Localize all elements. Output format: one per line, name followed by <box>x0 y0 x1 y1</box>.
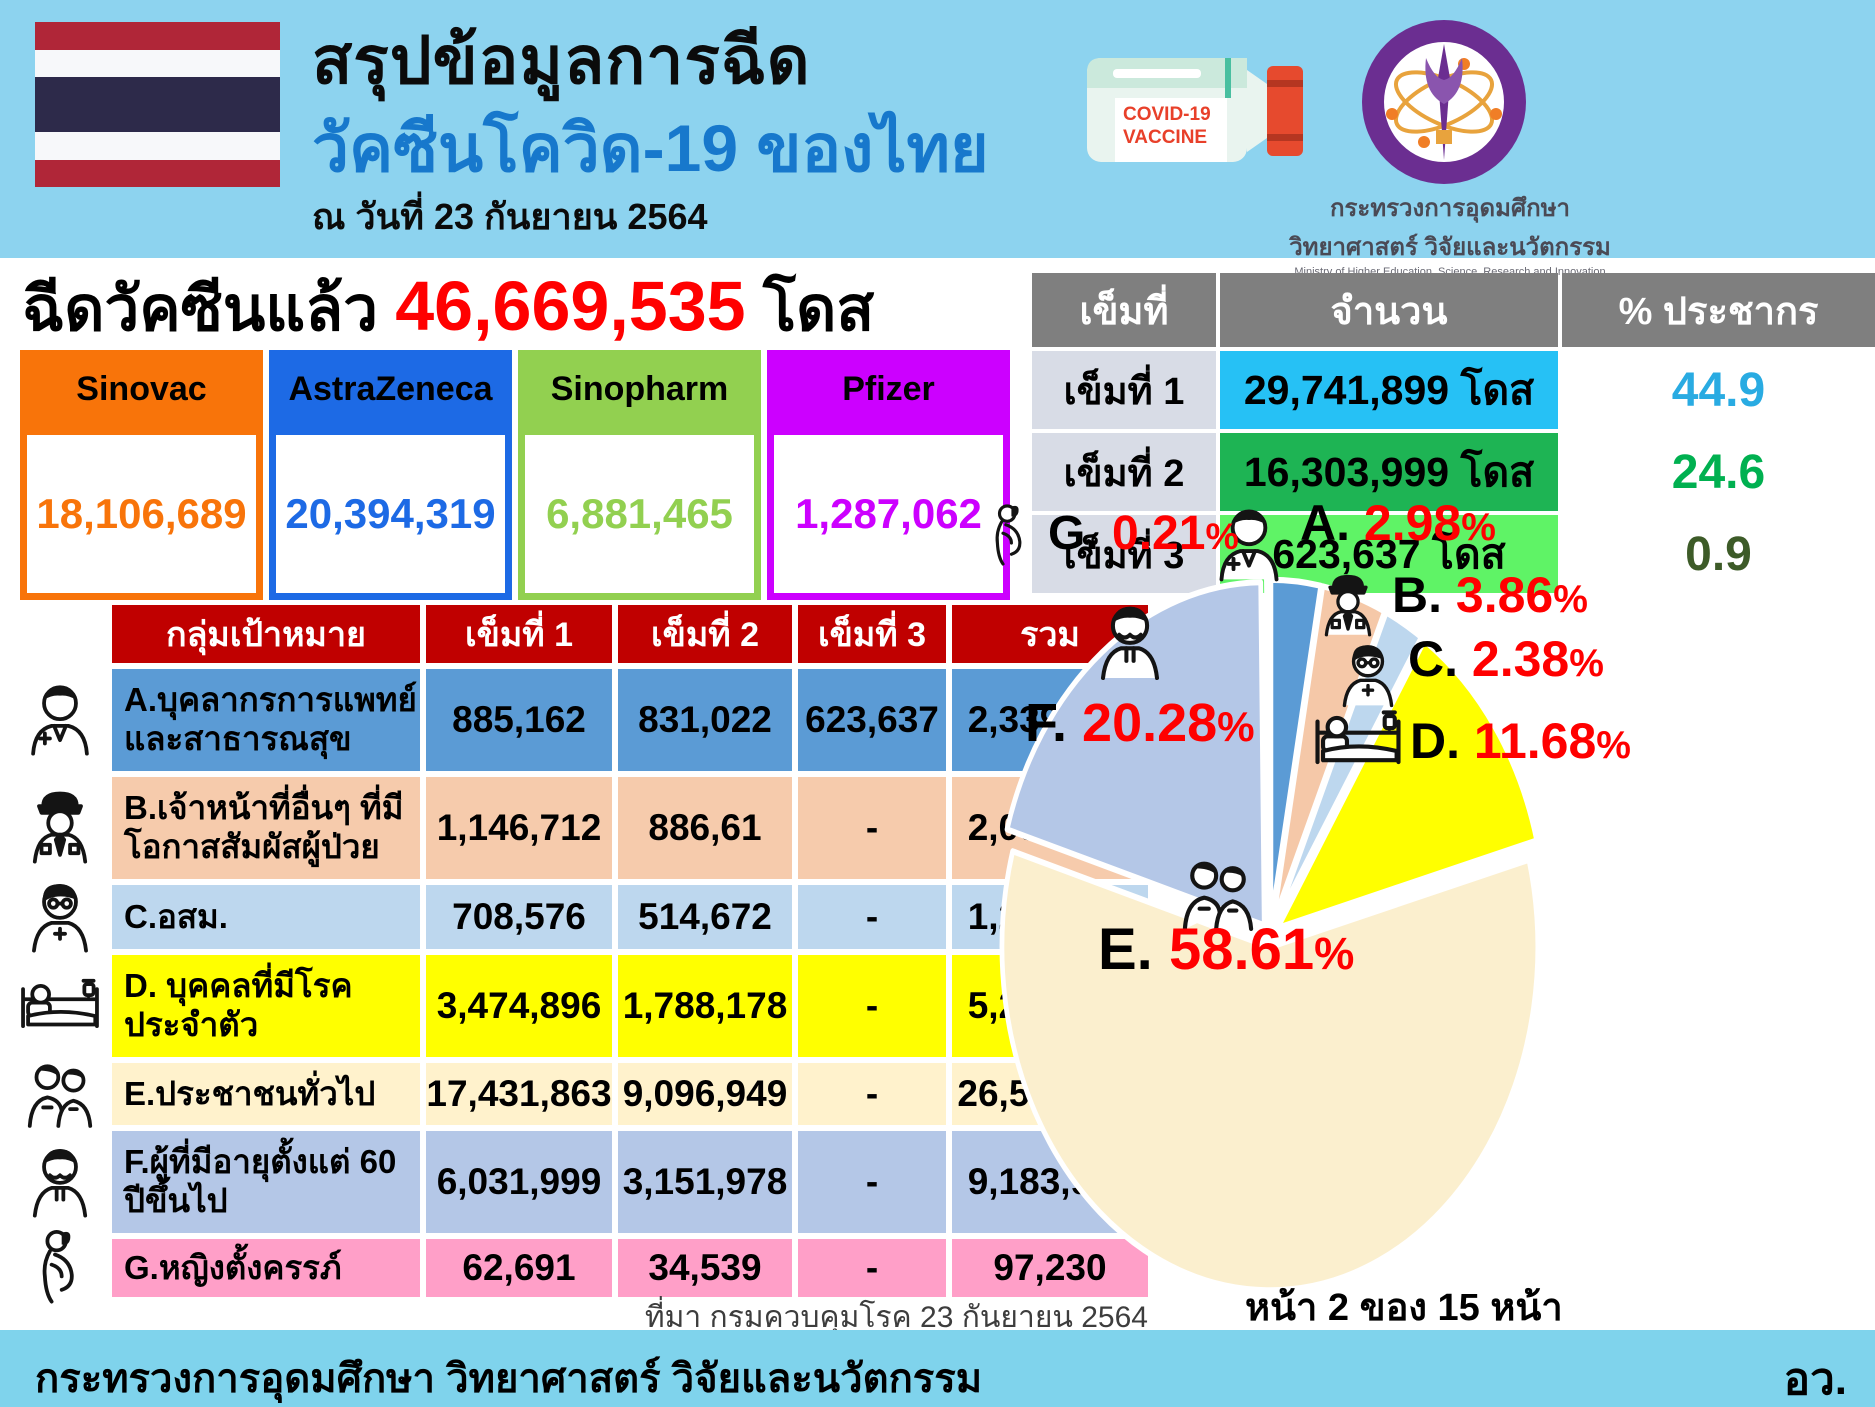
dose-value: 29,741,899 โดส <box>1220 351 1558 429</box>
brand-name: Sinopharm <box>518 350 761 428</box>
col-target-group: กลุ่มเป้าหมาย <box>112 605 420 663</box>
pie-label-a: A. 2.98% <box>1300 495 1496 551</box>
people-icon <box>27 1063 93 1128</box>
brand-total: 20,394,319 <box>269 428 512 600</box>
brand-box-astrazeneca: AstraZeneca 20,394,319 <box>269 350 512 600</box>
pie-label-g: G. 0.21% <box>1048 507 1239 560</box>
pie-chart-svg <box>999 576 1541 1294</box>
pie-label-f: F. 20.28% <box>1025 693 1255 753</box>
brand-name: Pfizer <box>767 350 1010 428</box>
pie-slice-d <box>1275 637 1540 931</box>
dose-row-3: เข็มที่ 3 623,637 โดส 0.9 <box>1032 515 1875 593</box>
col-dose3: เข็มที่ 3 <box>798 605 946 663</box>
elderly-icon <box>1085 592 1175 692</box>
brand-name: Sinovac <box>20 350 263 428</box>
ministry-name: กระทรวงการอุดมศึกษา วิทยาศาสตร์ วิจัยและ… <box>1289 195 1611 278</box>
page-subtitle: วัคซีนโควิด-19 ของไทย <box>312 111 989 185</box>
top-band <box>0 0 1875 258</box>
dose-row-1: เข็มที่ 1 29,741,899 โดส 44.9 <box>1032 351 1875 429</box>
brand-box-pfizer: Pfizer 1,287,062 <box>767 350 1010 600</box>
elderly-icon <box>32 1147 88 1218</box>
dose-col-amount: จำนวน <box>1220 273 1558 347</box>
brand-total: 6,881,465 <box>518 428 761 600</box>
pie-label-b: B. 3.86% <box>1392 567 1588 623</box>
bottle-label: COVID-19 VACCINE <box>1115 98 1227 162</box>
report-date: ณ วันที่ 23 กันยายน 2564 <box>312 196 708 237</box>
patient-icon <box>21 978 99 1029</box>
pregnant-icon <box>995 504 1022 566</box>
table-row: C.อสม. 708,576 514,672 - 1,223,248 <box>112 885 1148 949</box>
page-number: หน้า 2 ของ 15 หน้า <box>1245 1287 1563 1329</box>
dose-label: เข็มที่ 3 <box>1032 515 1216 593</box>
brand-box-sinovac: Sinovac 18,106,689 <box>20 350 263 600</box>
dose-label: เข็มที่ 2 <box>1032 433 1216 511</box>
pregnant-icon <box>42 1229 74 1304</box>
vaccine-brand-boxes: Sinovac 18,106,689 AstraZeneca 20,394,31… <box>20 350 1010 600</box>
dose-value: 623,637 โดส <box>1220 515 1558 593</box>
patient-icon <box>1308 694 1408 786</box>
pie-slice-f <box>1004 579 1267 929</box>
brand-total: 1,287,062 <box>767 428 1010 600</box>
dose-percent: 44.9 <box>1562 351 1875 429</box>
dose-value: 16,303,999 โดส <box>1220 433 1558 511</box>
pie-slice-e <box>999 848 1541 1294</box>
pie-label-e: E. 58.61% <box>1098 917 1355 982</box>
thailand-flag <box>35 22 280 187</box>
pie-label-d: D. 11.68% <box>1410 713 1631 769</box>
dose-percent: 24.6 <box>1562 433 1875 511</box>
nurse-icon <box>32 882 88 953</box>
col-dose1: เข็มที่ 1 <box>426 605 612 663</box>
col-dose2: เข็มที่ 2 <box>618 605 792 663</box>
dose-col-population: % ประชากร <box>1562 273 1875 347</box>
table-row: G.หญิงตั้งครรภ์ 62,691 34,539 - 97,230 <box>112 1239 1148 1297</box>
footer-bar: กระทรวงการอุดมศึกษา วิทยาศาสตร์ วิจัยและ… <box>0 1330 1875 1407</box>
brand-total: 18,106,689 <box>20 428 263 600</box>
dose-percent: 0.9 <box>1562 515 1875 593</box>
table-row: A.บุคลากรการแพทย์และสาธารณสุข 885,162 83… <box>112 669 1148 771</box>
data-source: ที่มา กรมควบคุมโรค 23 กันยายน 2564 <box>644 1301 1148 1334</box>
total-doses-headline: ฉีดวัคซีนแล้ว 46,669,535 โดส <box>22 267 875 345</box>
dose-table-header: เข็มที่ จำนวน % ประชากร <box>1032 273 1875 347</box>
dose-row-2: เข็มที่ 2 16,303,999 โดส 24.6 <box>1032 433 1875 511</box>
pie-slice-g <box>1264 576 1273 926</box>
footer-ministry: กระทรวงการอุดมศึกษา วิทยาศาสตร์ วิจัยและ… <box>35 1357 983 1401</box>
police-icon <box>32 791 88 864</box>
page-title: สรุปข้อมูลการฉีด <box>312 23 811 97</box>
dose-col-needle: เข็มที่ <box>1032 273 1216 347</box>
total-doses-value: 46,669,535 <box>395 267 746 345</box>
dose-label: เข็มที่ 1 <box>1032 351 1216 429</box>
footer-abbrev: อว. <box>1783 1355 1847 1404</box>
ministry-logo <box>1360 18 1528 186</box>
dose-summary-table: เข็มที่ จำนวน % ประชากร เข็มที่ 1 29,741… <box>1032 273 1875 593</box>
target-table-header: กลุ่มเป้าหมาย เข็มที่ 1 เข็มที่ 2 เข็มที… <box>112 605 1148 663</box>
vaccine-bottle-icon: COVID-19 VACCINE <box>1085 42 1320 177</box>
pie-label-c: C. 2.38% <box>1408 631 1604 687</box>
brand-name: AstraZeneca <box>269 350 512 428</box>
brand-box-sinopharm: Sinopharm 6,881,465 <box>518 350 761 600</box>
doctor-icon <box>31 684 89 756</box>
